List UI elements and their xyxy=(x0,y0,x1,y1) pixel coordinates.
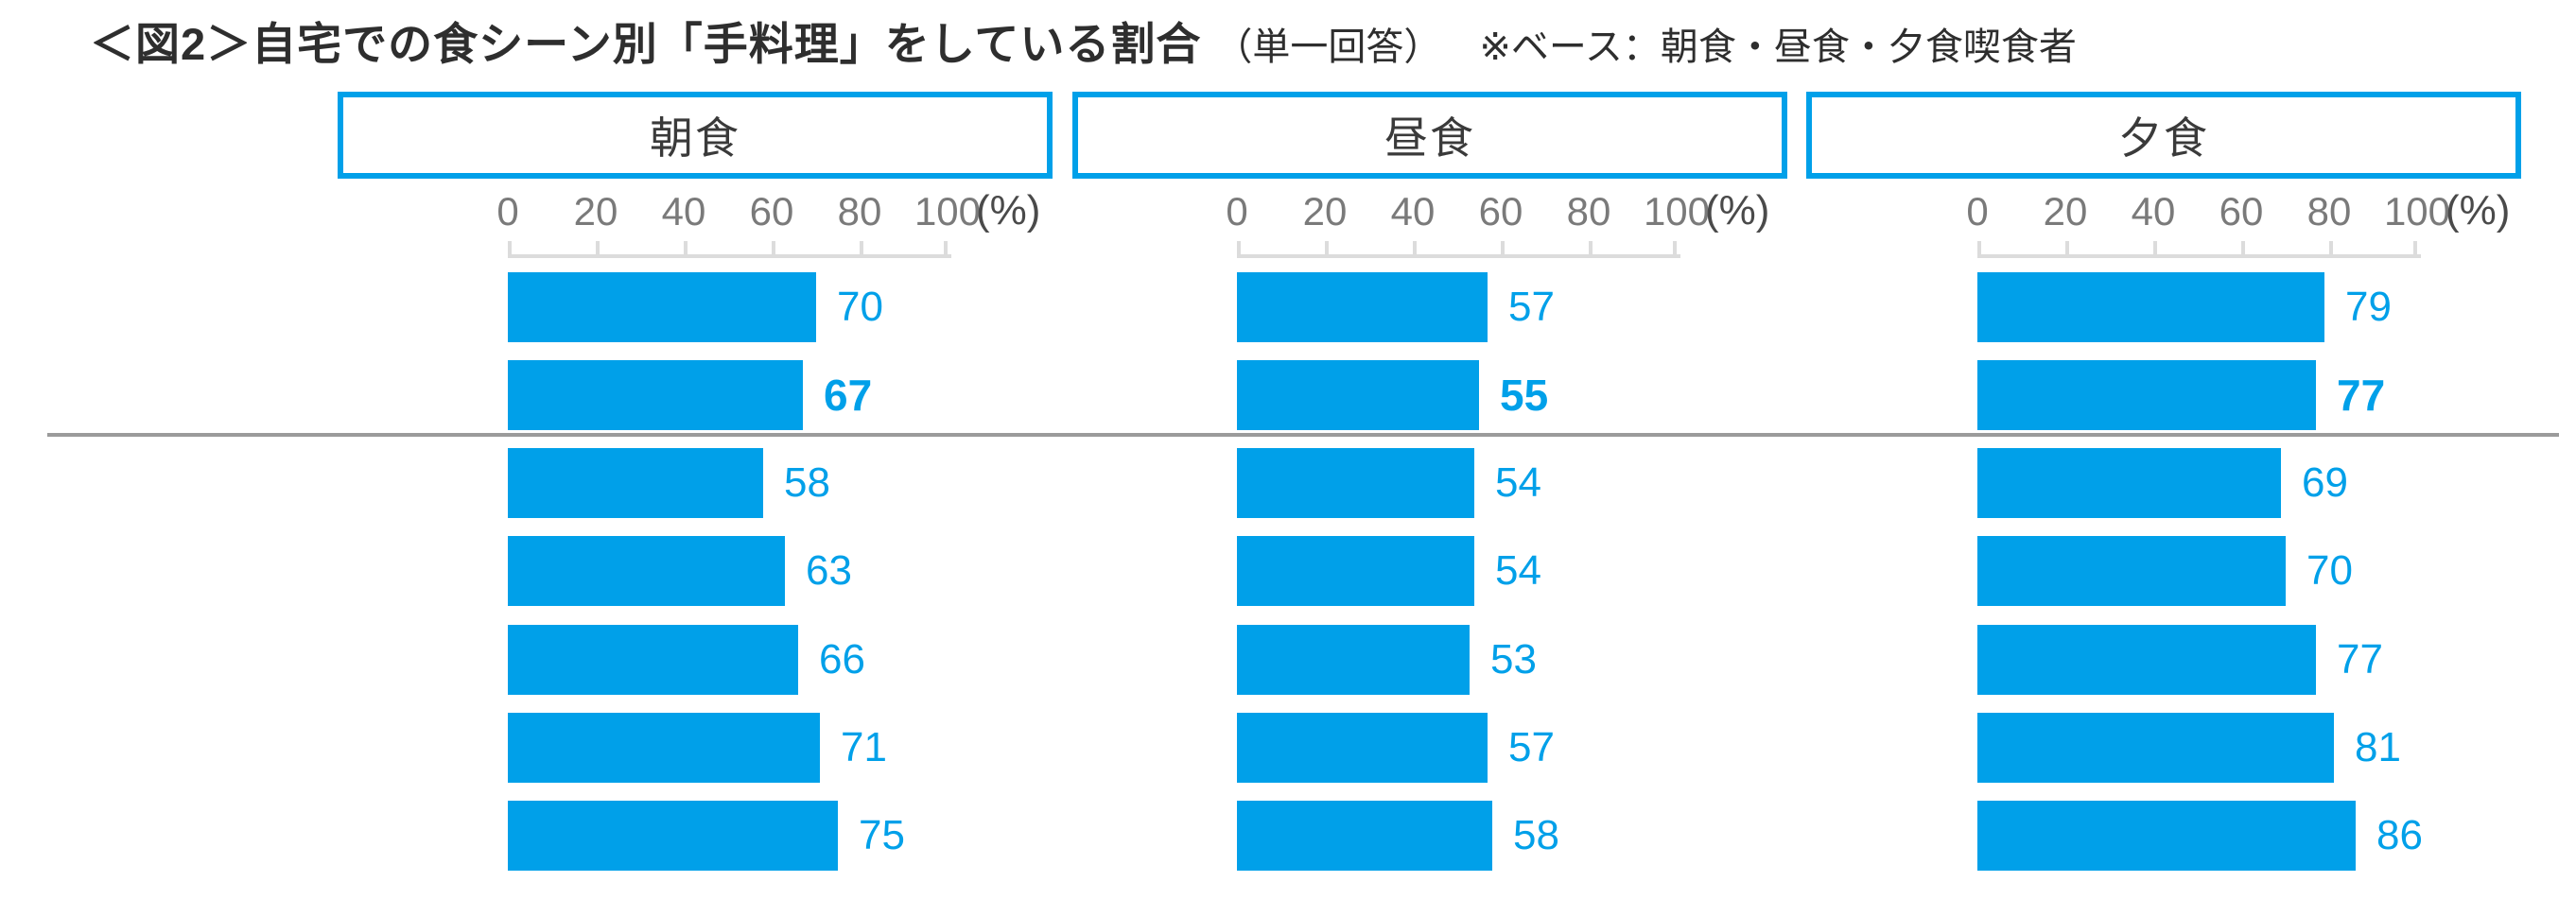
bar-value-label: 77 xyxy=(2337,371,2386,420)
axis-tick-label: 20 xyxy=(573,189,618,233)
figure-title-main: ＜図2＞自宅での食シーン別「手料理」をしている割合 xyxy=(90,19,1202,69)
bar-value-label: 58 xyxy=(784,459,830,506)
bar-value-label: 69 xyxy=(2302,459,2348,506)
axis-tick-mark xyxy=(2241,241,2245,258)
bar-value-label: 79 xyxy=(2345,284,2392,330)
bar-value-label: 75 xyxy=(859,812,905,858)
bar-夕食-row2 xyxy=(1977,360,2316,430)
axis-tick-mark xyxy=(860,241,863,258)
axis-ruler-line xyxy=(1237,254,1680,258)
bar-朝食-row6 xyxy=(508,713,820,783)
axis-tick-label: 40 xyxy=(661,189,706,233)
meal-header-label: 昼食 xyxy=(1384,113,1475,163)
axis-tick-mark xyxy=(2329,241,2333,258)
axis-tick-mark xyxy=(1501,241,1505,258)
axis-unit-label: (%) xyxy=(1705,187,1770,233)
axis-tick-mark xyxy=(508,241,512,258)
axis-tick-mark xyxy=(684,241,688,258)
bar-昼食-row2 xyxy=(1237,360,1479,430)
axis-tick-mark xyxy=(2065,241,2069,258)
axis-tick-mark xyxy=(1413,241,1417,258)
bar-value-label: 71 xyxy=(841,724,887,770)
axis-tick-label: 40 xyxy=(1390,189,1436,233)
bar-value-label: 55 xyxy=(1500,371,1549,420)
axis-ruler-line xyxy=(1977,254,2421,258)
bar-value-label: 53 xyxy=(1490,636,1537,683)
meal-header-label: 朝食 xyxy=(650,113,740,163)
axis-tick-label: 80 xyxy=(837,189,882,233)
bar-value-label: 70 xyxy=(837,284,883,330)
bar-昼食-row5 xyxy=(1237,625,1470,695)
bar-value-label: 81 xyxy=(2355,724,2401,770)
bar-昼食-row7 xyxy=(1237,801,1492,871)
figure-title-note: ※ベース：朝食・昼食・夕食喫食者 xyxy=(1479,26,2077,68)
axis-unit-label: (%) xyxy=(976,187,1041,233)
figure-title-sub: （単一回答） xyxy=(1214,26,1442,68)
axis-tick-label: 20 xyxy=(1302,189,1348,233)
axis-tick-mark xyxy=(2413,241,2417,258)
axis-tick-mark xyxy=(1237,241,1241,258)
bar-朝食-row4 xyxy=(508,536,785,606)
axis-tick-mark xyxy=(1325,241,1329,258)
bar-value-label: 70 xyxy=(2306,547,2353,594)
bar-value-label: 67 xyxy=(824,371,873,420)
figure-title: ＜図2＞自宅での食シーン別「手料理」をしている割合 （単一回答） ※ベース：朝食… xyxy=(90,8,2077,73)
axis-tick-mark xyxy=(1977,241,1981,258)
axis-tick-label: 100 xyxy=(914,189,982,233)
bar-夕食-row7 xyxy=(1977,801,2356,871)
axis-ruler-line xyxy=(508,254,951,258)
meal-header-box-2: 昼食 xyxy=(1072,92,1787,179)
bar-value-label: 63 xyxy=(806,547,852,594)
axis-tick-label: 0 xyxy=(1226,189,1248,233)
axis-tick-label: 60 xyxy=(2219,189,2264,233)
axis-tick-mark xyxy=(772,241,775,258)
bar-朝食-row7 xyxy=(508,801,838,871)
bar-昼食-row3 xyxy=(1237,448,1474,518)
bar-value-label: 54 xyxy=(1495,459,1541,506)
bar-昼食-row6 xyxy=(1237,713,1488,783)
axis-tick-label: 0 xyxy=(496,189,519,233)
bar-value-label: 57 xyxy=(1508,284,1555,330)
axis-tick-label: 60 xyxy=(749,189,794,233)
axis-tick-label: 0 xyxy=(1966,189,1989,233)
bar-朝食-row5 xyxy=(508,625,798,695)
bar-value-label: 66 xyxy=(819,636,865,683)
axis-tick-label: 100 xyxy=(2383,189,2451,233)
axis-tick-label: 40 xyxy=(2131,189,2176,233)
axis-tick-mark xyxy=(944,241,948,258)
bar-夕食-row4 xyxy=(1977,536,2286,606)
axis-tick-mark xyxy=(596,241,600,258)
meal-header-label: 夕食 xyxy=(2118,113,2209,163)
row-group-separator-line xyxy=(47,433,2559,437)
bar-夕食-row6 xyxy=(1977,713,2334,783)
bar-value-label: 57 xyxy=(1508,724,1555,770)
bar-朝食-row3 xyxy=(508,448,763,518)
meal-header-box-3: 夕食 xyxy=(1806,92,2521,179)
bar-夕食-row5 xyxy=(1977,625,2316,695)
bar-value-label: 86 xyxy=(2376,812,2423,858)
axis-tick-label: 100 xyxy=(1643,189,1711,233)
axis-tick-label: 80 xyxy=(2306,189,2352,233)
axis-tick-label: 20 xyxy=(2043,189,2088,233)
axis-tick-label: 60 xyxy=(1478,189,1523,233)
bar-value-label: 77 xyxy=(2337,636,2383,683)
bar-value-label: 58 xyxy=(1513,812,1559,858)
bar-朝食-row2 xyxy=(508,360,803,430)
bar-昼食-row1 xyxy=(1237,272,1488,342)
axis-tick-mark xyxy=(1589,241,1593,258)
bar-夕食-row3 xyxy=(1977,448,2281,518)
bar-朝食-row1 xyxy=(508,272,816,342)
bar-value-label: 54 xyxy=(1495,547,1541,594)
axis-unit-label: (%) xyxy=(2445,187,2511,233)
axis-tick-mark xyxy=(2153,241,2157,258)
axis-tick-mark xyxy=(1673,241,1677,258)
meal-header-box-1: 朝食 xyxy=(338,92,1053,179)
axis-tick-label: 80 xyxy=(1566,189,1611,233)
bar-夕食-row1 xyxy=(1977,272,2324,342)
bar-昼食-row4 xyxy=(1237,536,1474,606)
